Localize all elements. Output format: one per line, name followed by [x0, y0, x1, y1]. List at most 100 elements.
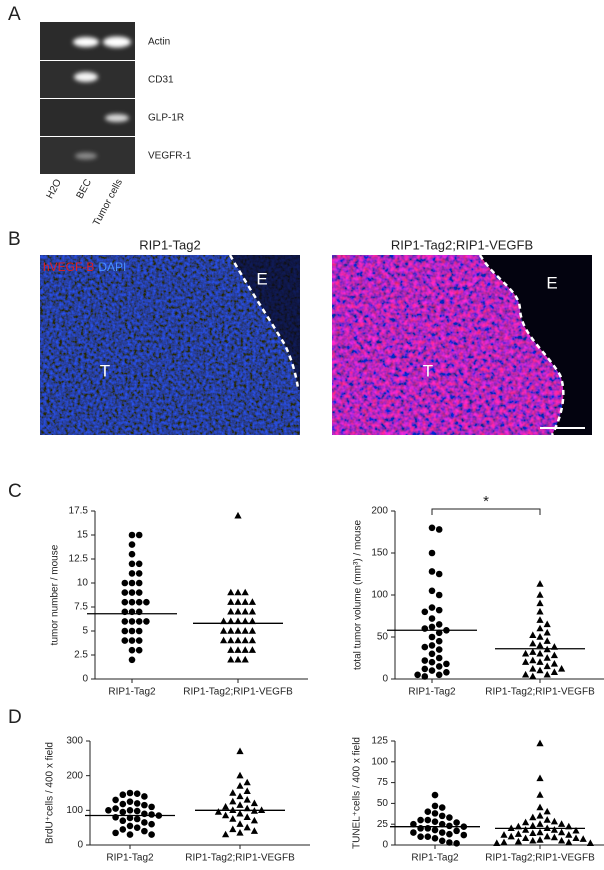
data-point [543, 807, 551, 815]
data-point [121, 598, 129, 606]
data-point [536, 811, 544, 819]
data-point [536, 836, 544, 843]
data-point [435, 629, 443, 637]
micrograph-title: RIP1-Tag2 [139, 237, 200, 252]
data-point [558, 828, 566, 836]
data-point [431, 810, 439, 817]
y-tick-label: 15 [77, 530, 89, 541]
gel-band [103, 36, 131, 48]
data-point [234, 511, 242, 519]
data-point [148, 820, 155, 828]
gel-band [73, 37, 99, 47]
data-point [453, 819, 460, 826]
data-point [119, 817, 127, 825]
data-point [234, 607, 242, 615]
data-point [435, 591, 443, 599]
data-point [428, 633, 436, 641]
gel-band [75, 152, 97, 160]
data-point [243, 796, 251, 803]
y-axis-label: total tumor volume (mm³) / mouse [353, 520, 364, 670]
data-point [410, 820, 417, 828]
data-point [529, 648, 537, 655]
exocrine-region [230, 255, 300, 390]
data-point [410, 829, 417, 836]
data-point [431, 791, 439, 799]
data-point [522, 658, 530, 665]
y-tick-label: 12.5 [69, 554, 89, 565]
data-point [536, 641, 544, 649]
panel-label: C [8, 481, 22, 502]
data-point [248, 646, 256, 653]
lane-label: H2O [45, 177, 64, 201]
data-point [428, 623, 436, 631]
data-point [428, 549, 436, 557]
data-point [550, 659, 558, 667]
data-point [446, 839, 453, 846]
data-point [421, 608, 429, 616]
data-point [236, 782, 244, 789]
data-point [148, 831, 155, 838]
data-point [536, 633, 544, 640]
data-point [536, 580, 544, 587]
data-point [438, 804, 446, 811]
data-point [529, 821, 537, 829]
lane-label: BEC [75, 177, 94, 200]
band-label: GLP-1R [148, 113, 184, 124]
data-point [428, 650, 436, 658]
y-tick-label: 150 [371, 548, 388, 559]
data-point [435, 671, 443, 679]
x-tick-label: RIP1-Tag2;RIP1-VEGFB [485, 853, 595, 864]
data-point [522, 834, 530, 842]
x-tick-label: RIP1-Tag2 [411, 853, 459, 864]
data-point [133, 807, 141, 815]
data-point [222, 802, 230, 810]
data-point [126, 822, 134, 830]
data-point [248, 607, 256, 615]
data-point [135, 627, 143, 635]
boundary [228, 255, 300, 389]
data-point [135, 579, 143, 587]
band-label: Actin [148, 37, 170, 48]
data-point [572, 834, 580, 842]
data-point [234, 627, 242, 634]
data-point [135, 589, 143, 596]
data-point [128, 550, 136, 558]
data-point [536, 739, 544, 747]
data-point [229, 789, 237, 796]
data-point [522, 826, 530, 833]
data-point [250, 799, 258, 807]
data-point [522, 818, 530, 826]
tumor-label: T [423, 361, 433, 380]
data-point [428, 642, 436, 649]
data-point [529, 665, 537, 672]
data-point [227, 588, 235, 596]
data-point [243, 823, 251, 831]
data-point [234, 617, 242, 625]
data-point [438, 829, 446, 836]
data-point [550, 817, 558, 825]
y-axis-label: BrdU⁺cells / 400 x field [45, 742, 56, 844]
data-point [234, 646, 242, 653]
stain-name: DAPI [98, 260, 126, 274]
data-point [236, 771, 244, 779]
data-point [536, 649, 544, 657]
data-point [243, 804, 251, 812]
data-point [135, 637, 143, 644]
data-point [227, 627, 235, 634]
data-point [529, 631, 537, 639]
data-point [105, 807, 112, 814]
data-point [424, 833, 432, 840]
data-point [428, 524, 436, 532]
y-tick-label: 0 [77, 840, 83, 851]
data-point [248, 617, 256, 625]
data-point [229, 825, 237, 833]
x-tick-label: RIP1-Tag2 [108, 687, 156, 698]
y-tick-label: 25 [377, 819, 389, 830]
data-point [135, 598, 143, 606]
data-point [536, 607, 544, 615]
y-tick-label: 2.5 [74, 650, 88, 661]
data-point [236, 809, 244, 817]
data-point [529, 656, 537, 664]
data-point [126, 831, 134, 838]
